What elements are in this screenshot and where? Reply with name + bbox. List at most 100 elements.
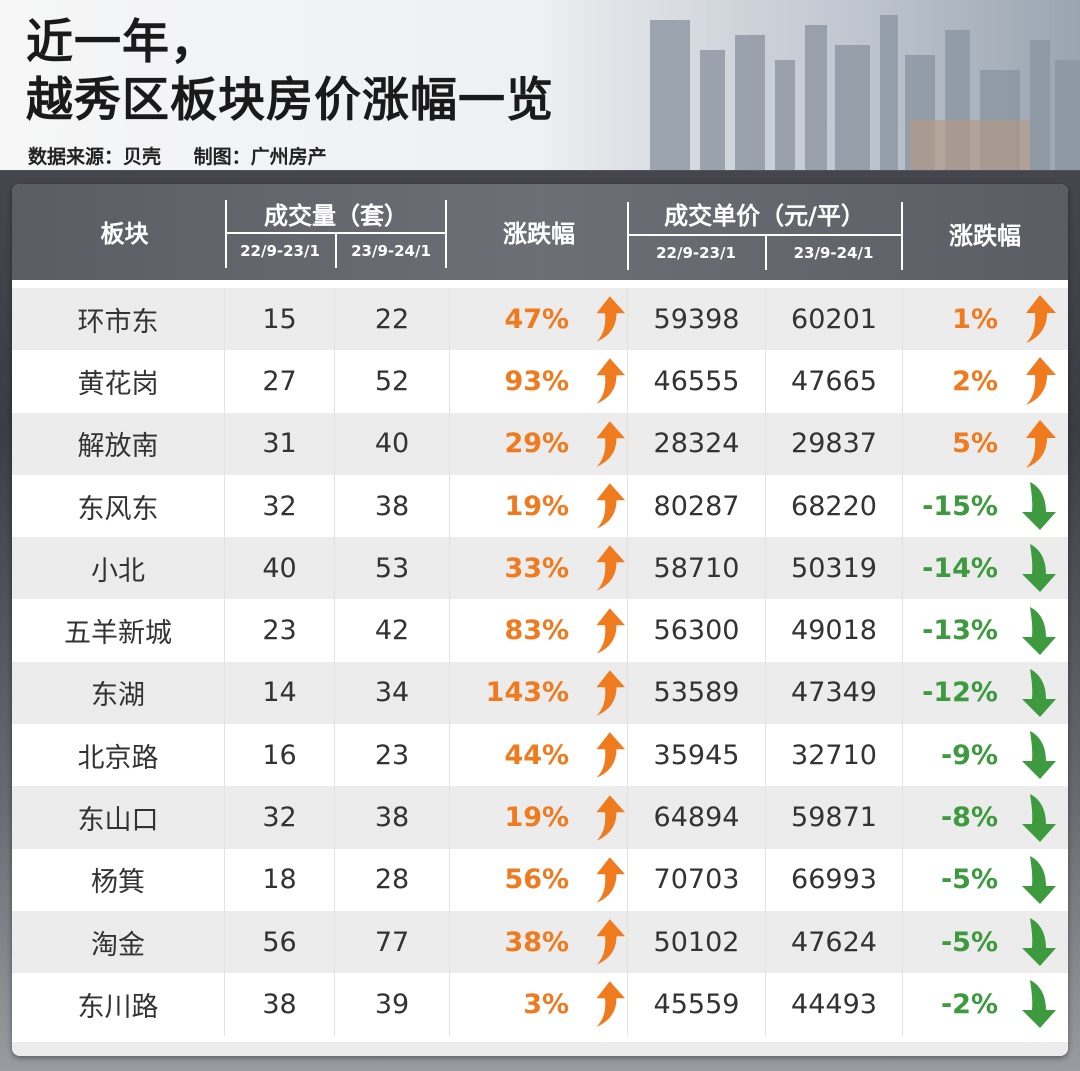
sector-name: 解放南: [12, 412, 225, 475]
arrow-up-icon: [1026, 419, 1056, 468]
volume-change: 3%: [450, 973, 628, 1036]
arrow-down-icon: [1022, 606, 1056, 655]
volume-period-b: 34: [335, 661, 450, 725]
volume-period-b: 39: [335, 973, 450, 1036]
price-change: -13%: [903, 599, 1068, 661]
price-period-a: 53589: [628, 661, 766, 725]
volume-change-value: 33%: [504, 552, 570, 584]
arrow-up-icon: [596, 545, 626, 592]
price-change-value: 1%: [952, 303, 998, 335]
table-row: 东湖 14 34 143% 53589 47349 -12%: [12, 661, 1068, 725]
sector-name: 东湖: [12, 661, 225, 725]
made-by-label: 制图：广州房产: [193, 146, 327, 168]
arrow-up-icon: [596, 420, 626, 467]
price-period-a: 35945: [628, 724, 766, 787]
header-divider: [901, 202, 903, 270]
price-period-b: 66993: [766, 848, 903, 911]
price-period-a: 70703: [628, 848, 766, 911]
arrow-down-icon: [1022, 918, 1056, 967]
table-row: 小北 40 53 33% 58710 50319 -14%: [12, 537, 1068, 600]
price-period-a: 80287: [628, 474, 766, 538]
col-header-volume-change: 涨跌幅: [503, 220, 575, 248]
title-line-2: 越秀区板块房价涨幅一览: [26, 73, 554, 128]
arrow-up-icon: [596, 358, 626, 405]
sector-name: 小北: [12, 537, 225, 600]
volume-period-b: 38: [335, 474, 450, 538]
col-header-volume-period-a: 22/9-23/1: [240, 242, 320, 260]
sector-name: 杨箕: [12, 848, 225, 911]
price-period-b: 47349: [766, 661, 903, 725]
arrow-up-icon: [1026, 295, 1056, 344]
volume-period-a: 38: [225, 973, 335, 1036]
volume-change: 47%: [450, 288, 628, 351]
volume-change-value: 38%: [504, 926, 570, 958]
table-row: 黄花岗 27 52 93% 46555 47665 2%: [12, 350, 1068, 413]
volume-period-b: 28: [335, 848, 450, 911]
volume-change: 38%: [450, 910, 628, 974]
volume-change-value: 47%: [504, 303, 570, 335]
price-change: -12%: [903, 662, 1068, 724]
volume-change: 19%: [450, 786, 628, 849]
price-period-b: 68220: [766, 474, 903, 538]
arrow-down-icon: [1022, 731, 1056, 780]
price-period-a: 45559: [628, 973, 766, 1036]
table-body: 环市东 15 22 47% 59398 60201 1% 黄花岗 27 52 9…: [12, 288, 1068, 1036]
volume-period-a: 15: [225, 288, 335, 351]
volume-period-b: 23: [335, 724, 450, 787]
price-period-b: 50319: [766, 537, 903, 600]
volume-period-b: 77: [335, 910, 450, 974]
volume-period-b: 52: [335, 350, 450, 413]
arrow-up-icon: [596, 794, 626, 841]
price-change-value: -14%: [922, 552, 998, 584]
header-divider: [335, 232, 337, 268]
price-change-value: -5%: [940, 864, 998, 896]
arrow-up-icon: [596, 981, 626, 1028]
arrow-up-icon: [1026, 357, 1056, 406]
price-period-b: 29837: [766, 412, 903, 475]
price-change: 2%: [903, 350, 1068, 412]
source-line: 数据来源：贝壳 制图：广州房产: [28, 142, 353, 169]
sector-name: 东风东: [12, 474, 225, 538]
sector-name: 东山口: [12, 786, 225, 849]
volume-period-a: 23: [225, 599, 335, 662]
volume-period-a: 32: [225, 786, 335, 849]
price-period-a: 64894: [628, 786, 766, 849]
volume-period-a: 27: [225, 350, 335, 413]
table-row: 杨箕 18 28 56% 70703 66993 -5%: [12, 848, 1068, 911]
price-table-card: 板块 成交量（套） 22/9-23/1 23/9-24/1 涨跌幅 成交单价（元…: [12, 184, 1068, 1056]
header-divider: [765, 234, 767, 270]
volume-change: 19%: [450, 474, 628, 538]
price-period-b: 44493: [766, 973, 903, 1036]
col-header-price: 成交单价（元/平）: [664, 202, 865, 230]
sector-name: 环市东: [12, 288, 225, 351]
table-row: 东山口 32 38 19% 64894 59871 -8%: [12, 786, 1068, 849]
price-period-b: 49018: [766, 599, 903, 662]
volume-change: 44%: [450, 724, 628, 787]
price-change-value: -12%: [922, 677, 998, 709]
price-period-a: 50102: [628, 910, 766, 974]
page-title: 近一年， 越秀区板块房价涨幅一览: [26, 14, 554, 130]
price-change: -8%: [903, 786, 1068, 848]
volume-period-b: 40: [335, 412, 450, 475]
volume-change: 143%: [450, 661, 628, 725]
price-period-b: 60201: [766, 288, 903, 351]
table-row: 北京路 16 23 44% 35945 32710 -9%: [12, 724, 1068, 787]
table-row: 东川路 38 39 3% 45559 44493 -2%: [12, 973, 1068, 1036]
price-change: -14%: [903, 537, 1068, 599]
price-period-a: 28324: [628, 412, 766, 475]
price-period-a: 56300: [628, 599, 766, 662]
price-change: 1%: [903, 288, 1068, 350]
sector-name: 北京路: [12, 724, 225, 787]
arrow-up-icon: [596, 919, 626, 965]
volume-change: 33%: [450, 537, 628, 600]
sector-name: 淘金: [12, 910, 225, 974]
volume-change-value: 44%: [504, 739, 570, 771]
col-header-price-change: 涨跌幅: [949, 222, 1021, 250]
volume-period-a: 32: [225, 474, 335, 538]
volume-change: 56%: [450, 848, 628, 911]
volume-period-a: 31: [225, 412, 335, 475]
volume-change: 29%: [450, 412, 628, 475]
data-source-label: 数据来源：贝壳: [28, 146, 162, 168]
volume-change-value: 19%: [504, 490, 570, 522]
table-header: 板块 成交量（套） 22/9-23/1 23/9-24/1 涨跌幅 成交单价（元…: [12, 184, 1068, 280]
